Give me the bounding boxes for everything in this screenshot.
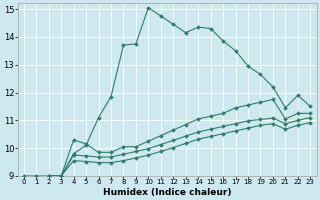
X-axis label: Humidex (Indice chaleur): Humidex (Indice chaleur): [103, 188, 231, 197]
